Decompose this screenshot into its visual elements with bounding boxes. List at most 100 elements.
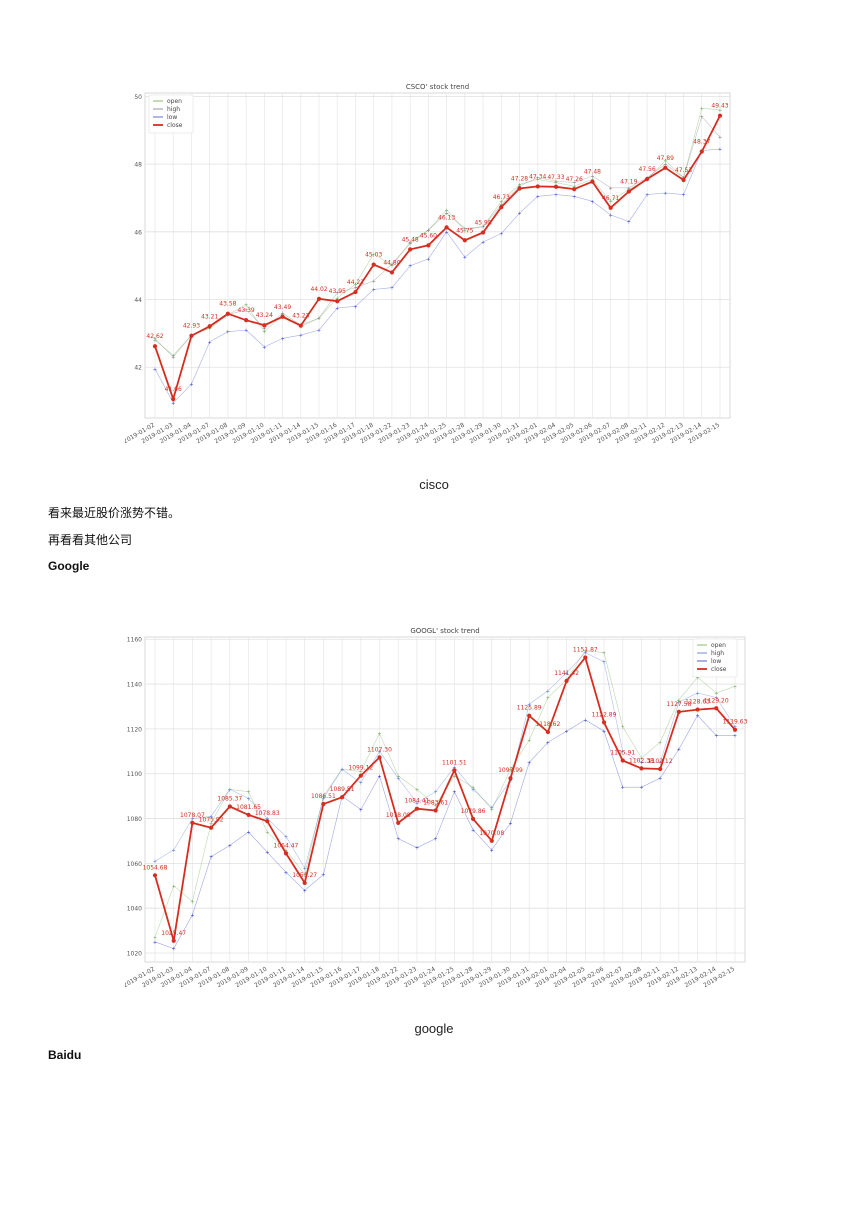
- google-open-marker: +: [265, 830, 269, 836]
- google-data-label: 1085.37: [217, 796, 242, 803]
- cisco-low-marker: +: [463, 255, 467, 261]
- google-open-marker: +: [546, 696, 550, 702]
- cisco-close-point: [553, 184, 559, 189]
- cisco-open-marker: +: [317, 316, 321, 322]
- google-open-marker: +: [714, 691, 718, 697]
- google-data-label: 1129.20: [704, 697, 729, 704]
- cisco-y-tick-label: 50: [134, 94, 142, 101]
- google-open-marker: +: [508, 767, 512, 773]
- cisco-close-point: [335, 299, 340, 304]
- google-data-label: 1086.51: [311, 793, 336, 800]
- cisco-data-label: 49.43: [711, 103, 728, 110]
- google-legend-label: low: [711, 658, 721, 665]
- cisco-close-point: [717, 113, 723, 118]
- google-low-marker: +: [658, 776, 662, 782]
- google-high-marker: +: [246, 796, 250, 802]
- cisco-low-marker: +: [663, 191, 667, 197]
- cisco-close-point: [572, 187, 577, 192]
- google-high-marker: +: [415, 801, 419, 807]
- google-high-marker: +: [527, 702, 531, 708]
- cisco-data-label: 46.73: [493, 194, 510, 201]
- cisco-legend-label: high: [167, 106, 180, 113]
- google-data-label: 1064.47: [274, 842, 299, 849]
- google-high-marker: +: [153, 859, 157, 865]
- google-high-marker: +: [583, 651, 587, 657]
- cisco-high-marker: +: [262, 326, 266, 332]
- cisco-y-tick-label: 46: [134, 229, 142, 236]
- cisco-high-marker: +: [481, 225, 485, 231]
- google-data-label: 1078.07: [180, 812, 205, 819]
- cisco-open-marker: +: [463, 228, 467, 234]
- google-data-label: 1119.63: [723, 719, 748, 726]
- google-low-marker: +: [471, 828, 475, 834]
- cisco-low-marker: +: [171, 401, 175, 407]
- cisco-data-label: 41.06: [165, 386, 182, 393]
- cisco-low-marker: +: [408, 264, 412, 270]
- cisco-high-marker: +: [536, 176, 540, 182]
- cisco-data-label: 43.49: [274, 304, 291, 311]
- cisco-data-label: 47.53: [675, 167, 692, 174]
- google-open-marker: +: [246, 790, 250, 796]
- google-close-point: [377, 755, 382, 760]
- google-open-marker: +: [471, 785, 475, 791]
- cisco-data-label: 47.26: [566, 176, 583, 183]
- google-high-marker: +: [396, 776, 400, 782]
- google-close-point: [171, 938, 176, 943]
- google-high-marker: +: [639, 761, 643, 767]
- google-low-marker: +: [639, 785, 643, 791]
- cisco-close-point: [608, 205, 613, 210]
- cisco-close-point: [426, 243, 431, 248]
- cisco-low-marker: +: [208, 340, 212, 346]
- google-close-point: [227, 804, 232, 809]
- cisco-close-point: [517, 186, 522, 191]
- google-legend-label: high: [711, 650, 724, 657]
- google-open-marker: +: [639, 756, 643, 762]
- cisco-low-marker: +: [244, 328, 248, 334]
- cisco-open-marker: +: [663, 159, 667, 165]
- cisco-data-label: 42.62: [146, 333, 163, 340]
- google-chart: 1020 1040 1060 1080 1100 1120 1140 1160 GOOGL' s…: [125, 622, 755, 1000]
- google-data-label: 1141.42: [554, 670, 579, 677]
- cisco-low-marker: +: [536, 194, 540, 200]
- cisco-low-marker: +: [353, 304, 357, 310]
- google-high-marker: +: [303, 866, 307, 872]
- cisco-open-marker: +: [153, 338, 157, 344]
- cisco-high-marker: +: [627, 186, 631, 192]
- google-close-point: [583, 655, 588, 660]
- google-high-marker: +: [190, 817, 194, 823]
- google-open-marker: +: [172, 884, 176, 890]
- cisco-data-label: 43.23: [292, 313, 309, 320]
- paragraph-trend: 看来最近股价涨势不错。: [48, 506, 181, 520]
- google-data-label: 1084.41: [405, 798, 430, 805]
- cisco-close-point: [389, 270, 395, 275]
- cisco-low-marker: +: [299, 333, 303, 339]
- cisco-open-marker: +: [536, 177, 540, 183]
- cisco-close-point: [298, 323, 303, 328]
- cisco-close-point: [462, 238, 467, 243]
- google-open-marker: +: [396, 774, 400, 780]
- google-high-marker: +: [621, 749, 625, 755]
- cisco-y-tick-label: 42: [134, 365, 142, 372]
- cisco-close-point: [408, 247, 413, 252]
- google-data-label: 1078.08: [386, 812, 411, 819]
- google-data-label: 1102.38: [629, 757, 654, 764]
- google-low-marker: +: [321, 873, 325, 879]
- google-close-point: [283, 851, 289, 856]
- google-open-marker: +: [527, 738, 531, 744]
- google-open-marker: +: [303, 873, 307, 879]
- cisco-caption: cisco: [419, 477, 449, 492]
- google-low-marker: +: [527, 761, 531, 767]
- cisco-series-open-line: [154, 107, 721, 356]
- cisco-low-marker: +: [718, 147, 722, 153]
- google-high-marker: +: [284, 834, 288, 840]
- google-open-marker: +: [415, 787, 419, 793]
- cisco-open-marker: +: [445, 208, 449, 214]
- google-series-high-line: [154, 652, 736, 869]
- google-data-label: 1025.47: [161, 930, 186, 937]
- cisco-series-high-line: [154, 116, 721, 358]
- cisco-data-label: 43.95: [329, 288, 346, 295]
- google-data-label: 1089.51: [330, 786, 355, 793]
- cisco-high-marker: +: [153, 336, 157, 342]
- google-low-marker: +: [228, 843, 232, 849]
- google-high-marker: +: [434, 790, 438, 796]
